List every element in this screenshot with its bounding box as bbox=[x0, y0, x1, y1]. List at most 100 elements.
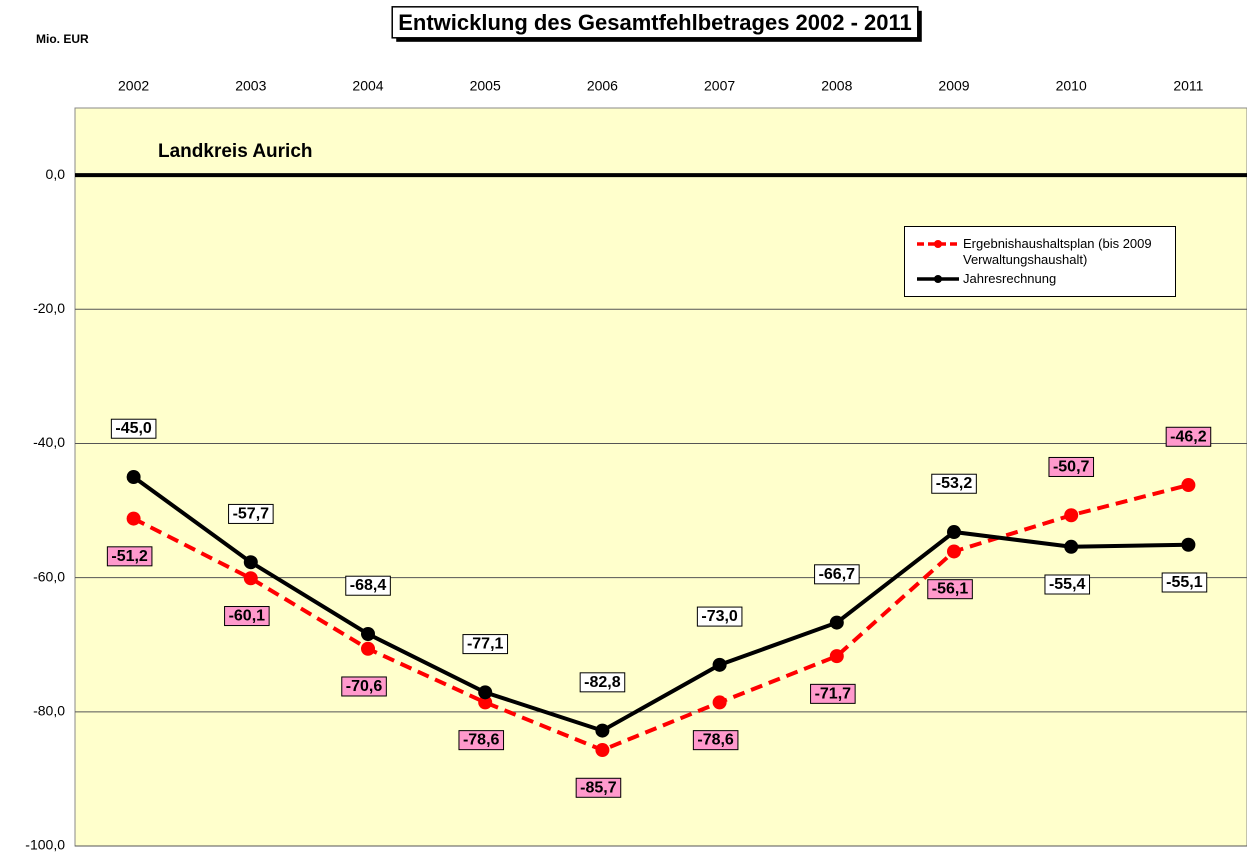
point bbox=[829, 649, 844, 664]
y-tick-label: -60,0 bbox=[33, 568, 65, 584]
point bbox=[478, 695, 493, 710]
y-axis-label: Mio. EUR bbox=[36, 32, 89, 46]
y-tick-label: -80,0 bbox=[33, 703, 65, 719]
value-label-box bbox=[110, 418, 157, 439]
value-label: -50,7 bbox=[1048, 456, 1095, 477]
value-label: -78,6 bbox=[692, 730, 739, 751]
value-label: -85,7 bbox=[575, 777, 622, 798]
value-label-text: -77,1 bbox=[467, 636, 504, 653]
point bbox=[243, 571, 258, 586]
value-label-text: -45,0 bbox=[115, 420, 152, 437]
series-line bbox=[132, 483, 1189, 753]
value-label-box bbox=[106, 546, 153, 567]
point bbox=[361, 626, 375, 641]
value-label-box bbox=[814, 564, 860, 585]
annotation: Landkreis Aurich bbox=[158, 141, 313, 162]
value-label: -57,7 bbox=[228, 503, 274, 524]
point bbox=[243, 555, 258, 570]
value-label-box bbox=[696, 606, 743, 627]
x-tick-label: 2005 bbox=[470, 78, 501, 94]
value-label-text: -53,2 bbox=[936, 475, 973, 492]
value-label: -71,7 bbox=[810, 683, 856, 704]
value-label: -46,2 bbox=[1165, 426, 1212, 447]
point bbox=[126, 511, 141, 526]
y-tick-label: -20,0 bbox=[33, 300, 65, 316]
value-label-box bbox=[1048, 456, 1095, 477]
value-label-box bbox=[224, 606, 270, 627]
title-box bbox=[391, 6, 919, 39]
y-tick-label: 0,0 bbox=[46, 166, 66, 182]
point bbox=[947, 525, 961, 540]
x-tick-label: 2010 bbox=[1056, 78, 1087, 94]
value-label-box bbox=[458, 730, 505, 751]
value-label: -53,2 bbox=[931, 473, 977, 494]
value-label-box bbox=[1161, 572, 1208, 593]
value-label: -70,6 bbox=[341, 676, 387, 697]
value-label-text: -50,7 bbox=[1053, 458, 1090, 475]
value-label: -56,1 bbox=[927, 579, 973, 600]
value-label: -55,4 bbox=[1044, 574, 1091, 595]
value-label-text: -73,0 bbox=[701, 608, 738, 625]
value-label-text: -46,2 bbox=[1170, 428, 1207, 445]
legend: Ergebnishaushaltsplan (bis 2009 Verwaltu… bbox=[904, 226, 1176, 297]
point bbox=[829, 615, 844, 630]
point bbox=[478, 685, 493, 700]
point bbox=[712, 657, 727, 672]
value-label-text: -82,8 bbox=[584, 674, 621, 691]
x-tick-label: 2009 bbox=[938, 78, 969, 94]
value-label: -66,7 bbox=[814, 564, 860, 585]
value-label: -51,2 bbox=[106, 546, 153, 567]
value-label-text: -66,7 bbox=[819, 566, 856, 583]
x-tick-label: 2007 bbox=[704, 78, 735, 94]
point bbox=[361, 641, 375, 656]
value-label-box bbox=[810, 683, 856, 704]
value-label-box bbox=[345, 575, 391, 596]
value-label-text: -55,1 bbox=[1166, 574, 1203, 591]
point bbox=[595, 723, 610, 738]
point bbox=[1181, 478, 1196, 493]
value-label-box bbox=[1165, 426, 1212, 447]
value-label-text: -78,6 bbox=[697, 732, 734, 749]
legend-marker bbox=[934, 275, 942, 283]
value-label-text: -57,7 bbox=[233, 505, 270, 522]
legend-label: Ergebnishaushaltsplan (bis 2009 Verwaltu… bbox=[963, 236, 1152, 267]
x-tick-label: 2011 bbox=[1173, 78, 1203, 94]
point bbox=[126, 470, 141, 484]
series-line bbox=[132, 475, 1189, 733]
chart-title: Entwicklung des Gesamtfehlbetrages 2002 … bbox=[398, 10, 912, 35]
legend-swatch bbox=[917, 275, 959, 283]
value-label-box bbox=[228, 503, 274, 524]
x-tick-label: 2003 bbox=[235, 78, 266, 94]
legend-item: Ergebnishaushaltsplan (bis 2009 Verwaltu… bbox=[913, 236, 1167, 268]
value-label-text: -55,4 bbox=[1049, 576, 1086, 593]
value-label-box bbox=[1044, 574, 1091, 595]
point bbox=[1064, 508, 1079, 523]
x-tick-label: 2006 bbox=[587, 78, 618, 94]
legend-item: Jahresrechnung bbox=[913, 271, 1167, 287]
value-label: -82,8 bbox=[579, 672, 626, 693]
legend-marker bbox=[934, 240, 942, 248]
y-tick-label: -100,0 bbox=[25, 837, 65, 853]
value-label: -55,1 bbox=[1161, 572, 1208, 593]
point bbox=[595, 743, 610, 758]
value-label: -78,6 bbox=[458, 730, 505, 751]
value-label: -45,0 bbox=[110, 418, 157, 439]
value-label: -73,0 bbox=[696, 606, 743, 627]
point bbox=[712, 695, 727, 710]
value-label-box bbox=[462, 634, 509, 655]
legend-label: Jahresrechnung bbox=[963, 271, 1057, 286]
value-label-text: -70,6 bbox=[346, 678, 383, 695]
point bbox=[1181, 537, 1196, 552]
value-label-text: -78,6 bbox=[463, 732, 500, 749]
value-label-text: -68,4 bbox=[350, 577, 387, 594]
value-label-box bbox=[579, 672, 626, 693]
value-label-box bbox=[341, 676, 387, 697]
x-tick-label: 2008 bbox=[821, 78, 852, 94]
x-tick-label: 2004 bbox=[352, 78, 383, 94]
value-label-text: -71,7 bbox=[815, 685, 852, 702]
value-label-box bbox=[927, 579, 973, 600]
point bbox=[1064, 539, 1079, 554]
value-label-text: -85,7 bbox=[580, 779, 617, 796]
value-label-box bbox=[692, 730, 739, 751]
